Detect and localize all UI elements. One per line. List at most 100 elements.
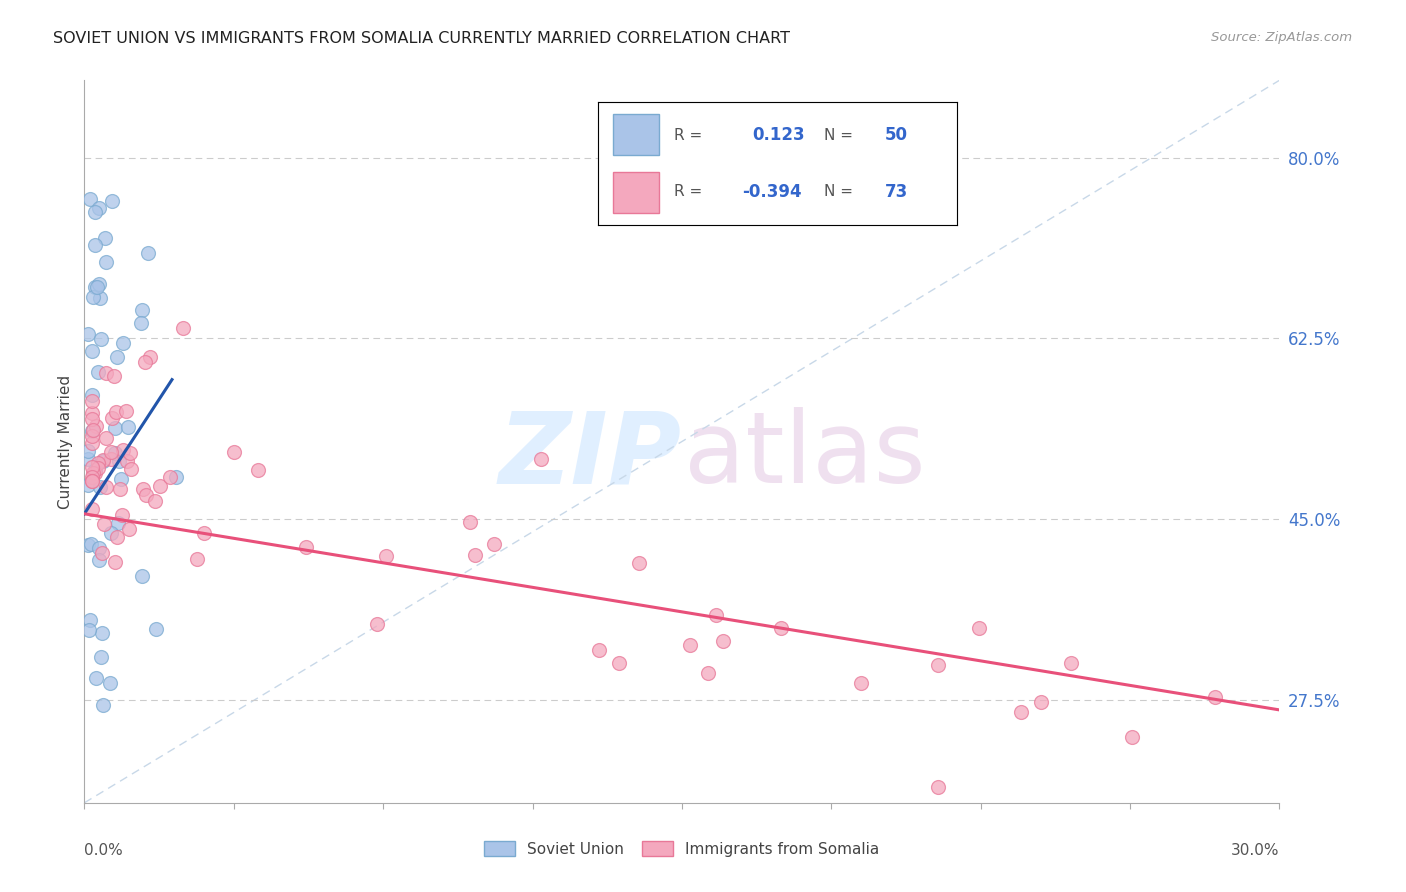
Point — [186, 552, 208, 566]
Point — [96, 366, 118, 380]
Point — [105, 350, 128, 364]
Point — [104, 446, 127, 460]
Point — [82, 475, 104, 489]
Point — [93, 454, 115, 468]
Point — [104, 404, 127, 418]
Point — [246, 462, 269, 476]
Point — [98, 676, 121, 690]
Text: 30.0%: 30.0% — [1232, 843, 1279, 857]
Point — [112, 336, 135, 351]
Point — [77, 444, 100, 458]
Text: atlas: atlas — [685, 408, 927, 505]
Point — [87, 456, 110, 470]
Point — [84, 419, 107, 434]
Point — [129, 316, 152, 330]
Point — [77, 623, 100, 637]
Point — [84, 238, 107, 252]
Point — [697, 666, 720, 681]
Point — [82, 406, 104, 420]
Point — [484, 537, 506, 551]
Point — [104, 555, 127, 569]
Point — [82, 394, 104, 409]
Point — [120, 462, 142, 476]
Text: SOVIET UNION VS IMMIGRANTS FROM SOMALIA CURRENTLY MARRIED CORRELATION CHART: SOVIET UNION VS IMMIGRANTS FROM SOMALIA … — [53, 31, 790, 46]
Text: ZIP: ZIP — [499, 408, 682, 505]
Point — [79, 613, 101, 627]
Point — [82, 387, 104, 401]
Point — [927, 780, 949, 795]
Point — [82, 412, 104, 426]
Point — [93, 517, 115, 532]
Point — [82, 436, 104, 450]
Point — [79, 537, 101, 551]
Point — [82, 423, 104, 437]
Point — [607, 657, 630, 671]
Point — [120, 446, 142, 460]
Point — [1029, 695, 1052, 709]
Point — [93, 231, 115, 245]
Point — [138, 245, 160, 260]
Point — [704, 607, 727, 622]
Point — [103, 369, 125, 384]
Text: Source: ZipAtlas.com: Source: ZipAtlas.com — [1212, 31, 1353, 45]
Point — [79, 192, 101, 206]
Point — [84, 466, 107, 480]
Point — [86, 279, 108, 293]
Point — [135, 488, 157, 502]
Point — [1121, 730, 1143, 744]
Point — [366, 617, 388, 632]
Point — [107, 516, 129, 530]
Point — [1060, 656, 1083, 670]
Point — [82, 466, 104, 480]
Point — [149, 479, 172, 493]
Point — [91, 626, 114, 640]
Point — [84, 463, 107, 477]
Point — [100, 194, 122, 209]
Point — [108, 453, 131, 467]
Point — [588, 643, 610, 657]
Point — [464, 548, 486, 562]
Y-axis label: Currently Married: Currently Married — [58, 375, 73, 508]
Point — [87, 365, 110, 379]
Point — [104, 421, 127, 435]
Point — [849, 676, 872, 690]
Point — [84, 280, 107, 294]
Point — [89, 480, 111, 494]
Point — [111, 442, 134, 457]
Point — [131, 302, 153, 317]
Point — [87, 202, 110, 216]
Point — [172, 321, 194, 335]
Point — [77, 538, 100, 552]
Point — [100, 445, 122, 459]
Point — [165, 470, 187, 484]
Point — [82, 429, 104, 443]
Legend: Soviet Union, Immigrants from Somalia: Soviet Union, Immigrants from Somalia — [485, 840, 879, 856]
Point — [118, 522, 141, 536]
Point — [77, 478, 100, 492]
Point — [89, 541, 111, 555]
Point — [91, 453, 114, 467]
Point — [134, 355, 156, 369]
Point — [94, 431, 117, 445]
Point — [82, 474, 104, 488]
Point — [108, 482, 131, 496]
Point — [145, 493, 167, 508]
Point — [627, 556, 650, 570]
Point — [1204, 690, 1226, 704]
Point — [87, 277, 110, 292]
Point — [145, 623, 167, 637]
Point — [529, 452, 551, 467]
Point — [83, 205, 105, 219]
Point — [94, 480, 117, 494]
Point — [77, 326, 100, 341]
Point — [115, 454, 138, 468]
Point — [89, 291, 111, 305]
Point — [84, 671, 107, 685]
Point — [131, 483, 153, 497]
Point — [96, 255, 118, 269]
Point — [77, 451, 100, 466]
Point — [111, 508, 134, 522]
Point — [131, 569, 153, 583]
Point — [770, 621, 793, 635]
Point — [105, 530, 128, 544]
